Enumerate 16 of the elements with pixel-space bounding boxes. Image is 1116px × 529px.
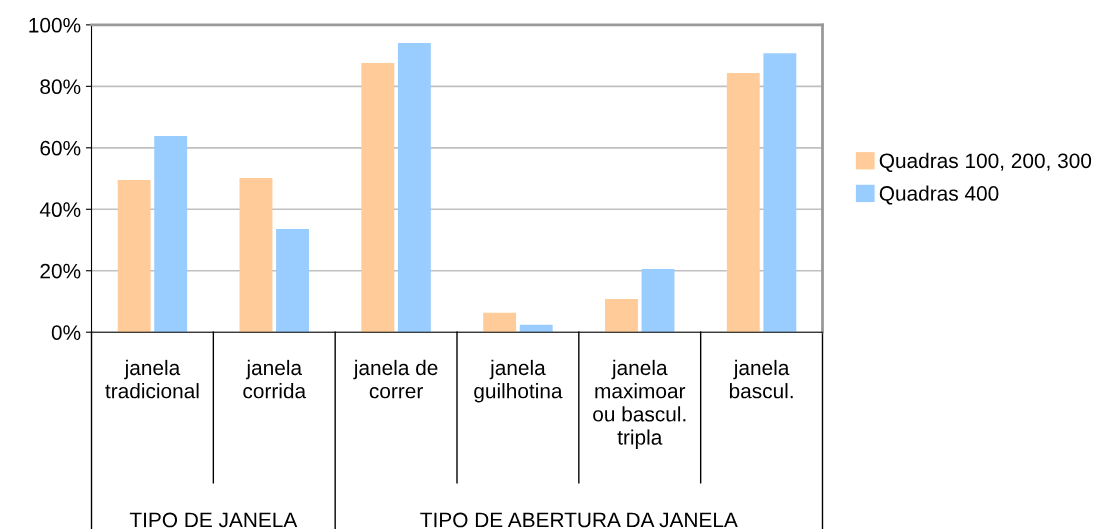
x-tick-label: janela maximoar ou bascul. tripla — [593, 359, 686, 449]
y-tick-label: 0% — [51, 325, 81, 340]
x-tick-label: janela guilhotina — [474, 359, 563, 403]
x-tick-label: janela bascul. — [729, 359, 793, 399]
y-tick-label: 20% — [40, 263, 81, 279]
text: TIPO DE ABERTURA DA JANELA — [420, 512, 738, 528]
text: TIPO DE JANELA — [129, 512, 298, 528]
y-tick-label: 80% — [40, 79, 81, 95]
y-tick-label: 100% — [29, 17, 81, 33]
legend-label: Quadras 400 — [879, 185, 999, 205]
x-tick-label: janela de correr — [353, 359, 438, 399]
x-tick-label: janela corrida — [243, 359, 307, 399]
x-tick-label: janela tradicional — [105, 359, 199, 399]
legend-label: Quadras 100, 200, 300 — [879, 152, 1092, 172]
y-tick-label: 40% — [39, 202, 81, 218]
y-tick-label: 60% — [40, 140, 81, 156]
